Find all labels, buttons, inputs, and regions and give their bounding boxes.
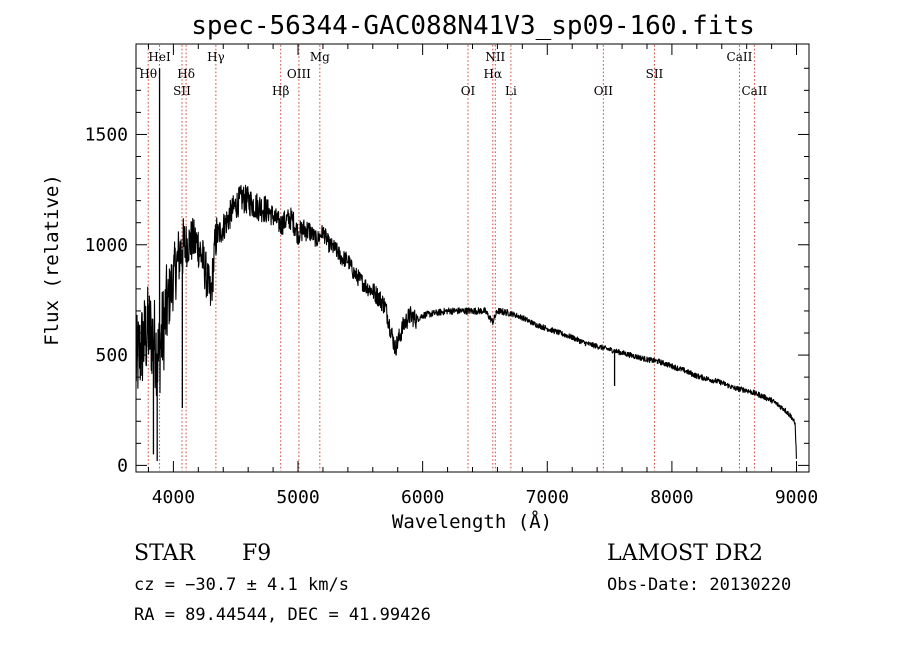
spectral-line-label: CaII [727,50,753,64]
x-tick-label: 6000 [401,487,444,508]
obs-date-text: Obs-Date: 20130220 [607,575,791,595]
y-axis-ticks: 0 500 1000 1500 [85,67,809,476]
x-axis-ticks: 4000 5000 6000 7000 8000 9000 [147,44,818,508]
redshift-text: cz = −30.7 ± 4.1 km/s [134,575,349,595]
spectral-line-label: OI [461,84,476,98]
x-axis-label: Wavelength (Å) [392,510,552,533]
spectral-line-label: Hδ [177,67,195,81]
spectral-line-label: SII [173,84,191,98]
x-tick-label: 5000 [276,487,319,508]
spectrum-line [135,184,797,459]
spectrum-spikes [152,68,616,461]
x-tick-label: 4000 [152,487,195,508]
spectral-line-markers [147,45,755,471]
plot-frame [135,43,810,473]
spectral-line-label: Hθ [139,67,157,81]
spectral-line-label: NII [485,50,505,64]
y-tick-label: 1000 [85,235,128,256]
spectral-line-label: Hβ [272,84,289,98]
spectral-line-label: Mg [310,50,330,64]
x-tick-label: 7000 [526,487,569,508]
y-tick-label: 500 [95,345,128,366]
spectral-line-label: OIII [287,67,311,81]
spectral-line-label: CaII [741,84,767,98]
object-class: STAR [134,541,196,566]
spectral-line-label: HeI [148,50,171,64]
spectral-line-label: Hα [484,67,503,81]
y-axis-label: Flux (relative) [41,174,63,346]
x-tick-label: 9000 [775,487,818,508]
spectral-line-label: Hγ [207,50,225,64]
x-tick-label: 8000 [650,487,693,508]
survey-name: LAMOST DR2 [607,541,763,566]
chart-title: spec-56344-GAC088N41V3_sp09-160.fits [191,11,755,41]
y-tick-label: 0 [117,455,128,476]
coordinates-text: RA = 89.44544, DEC = 41.99426 [134,605,431,625]
spectral-line-label: Li [505,84,517,98]
spectral-line-label: OII [594,84,614,98]
spectral-line-label: SII [646,67,664,81]
object-subclass: F9 [242,541,271,566]
y-tick-label: 1500 [85,124,128,145]
